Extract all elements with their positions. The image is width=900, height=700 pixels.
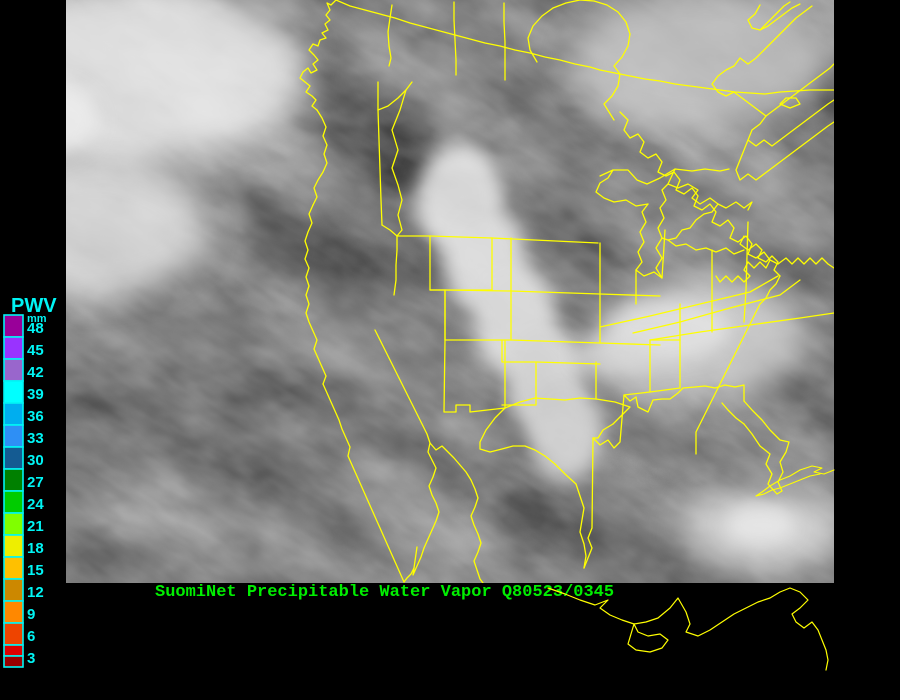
svg-text:33: 33 [27, 430, 44, 447]
svg-text:6: 6 [27, 628, 35, 645]
svg-text:3: 3 [27, 650, 35, 667]
svg-text:36: 36 [27, 408, 44, 425]
svg-text:24: 24 [27, 496, 44, 513]
svg-text:45: 45 [27, 342, 44, 359]
svg-text:18: 18 [27, 540, 44, 557]
svg-text:SuomiNet Precipitable Water Va: SuomiNet Precipitable Water Vapor Q80523… [155, 583, 614, 602]
svg-text:30: 30 [27, 452, 44, 469]
svg-text:12: 12 [27, 584, 44, 601]
svg-text:48: 48 [27, 320, 44, 337]
svg-text:39: 39 [27, 386, 44, 403]
svg-text:27: 27 [27, 474, 44, 491]
svg-text:9: 9 [27, 606, 35, 623]
svg-text:42: 42 [27, 364, 44, 381]
svg-text:15: 15 [27, 562, 44, 579]
svg-text:21: 21 [27, 518, 44, 535]
